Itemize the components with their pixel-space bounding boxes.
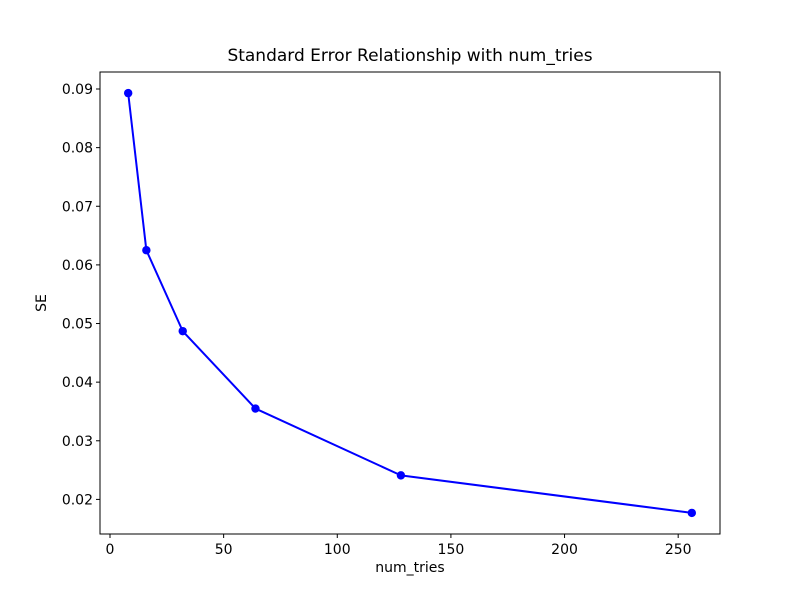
data-point xyxy=(251,404,260,413)
data-point xyxy=(178,326,187,336)
y-tick-label: 0.07 xyxy=(62,199,93,215)
x-tick-label: 250 xyxy=(665,542,692,558)
data-point xyxy=(687,508,697,518)
x-tick-label: 50 xyxy=(215,542,233,558)
y-tick-label: 0.03 xyxy=(62,434,93,450)
series-line xyxy=(127,92,693,514)
y-tick-label: 0.04 xyxy=(62,375,93,391)
y-axis-label: SE xyxy=(34,294,50,312)
x-tick-label: 150 xyxy=(438,542,465,558)
data-point xyxy=(396,471,406,480)
x-tick-label: 100 xyxy=(324,542,351,558)
data-point xyxy=(123,88,133,98)
y-tick-label: 0.05 xyxy=(62,317,93,333)
plot-border xyxy=(99,71,721,535)
x-tick-label: 0 xyxy=(106,542,115,558)
y-tick-label: 0.02 xyxy=(62,492,93,508)
x-tick-label: 200 xyxy=(551,542,578,558)
chart-title: Standard Error Relationship with num_tri… xyxy=(227,46,592,66)
x-axis-label: num_tries xyxy=(375,560,444,576)
data-point xyxy=(142,246,151,255)
y-tick-label: 0.08 xyxy=(62,141,93,157)
y-tick-label: 0.09 xyxy=(62,82,93,98)
series-layer xyxy=(123,88,697,518)
y-tick-label: 0.06 xyxy=(62,258,93,274)
axes-layer: 0 50 100 150 200 250 0.02 0.03 0.04 0.05 0.06 0.07 0… xyxy=(62,71,721,558)
